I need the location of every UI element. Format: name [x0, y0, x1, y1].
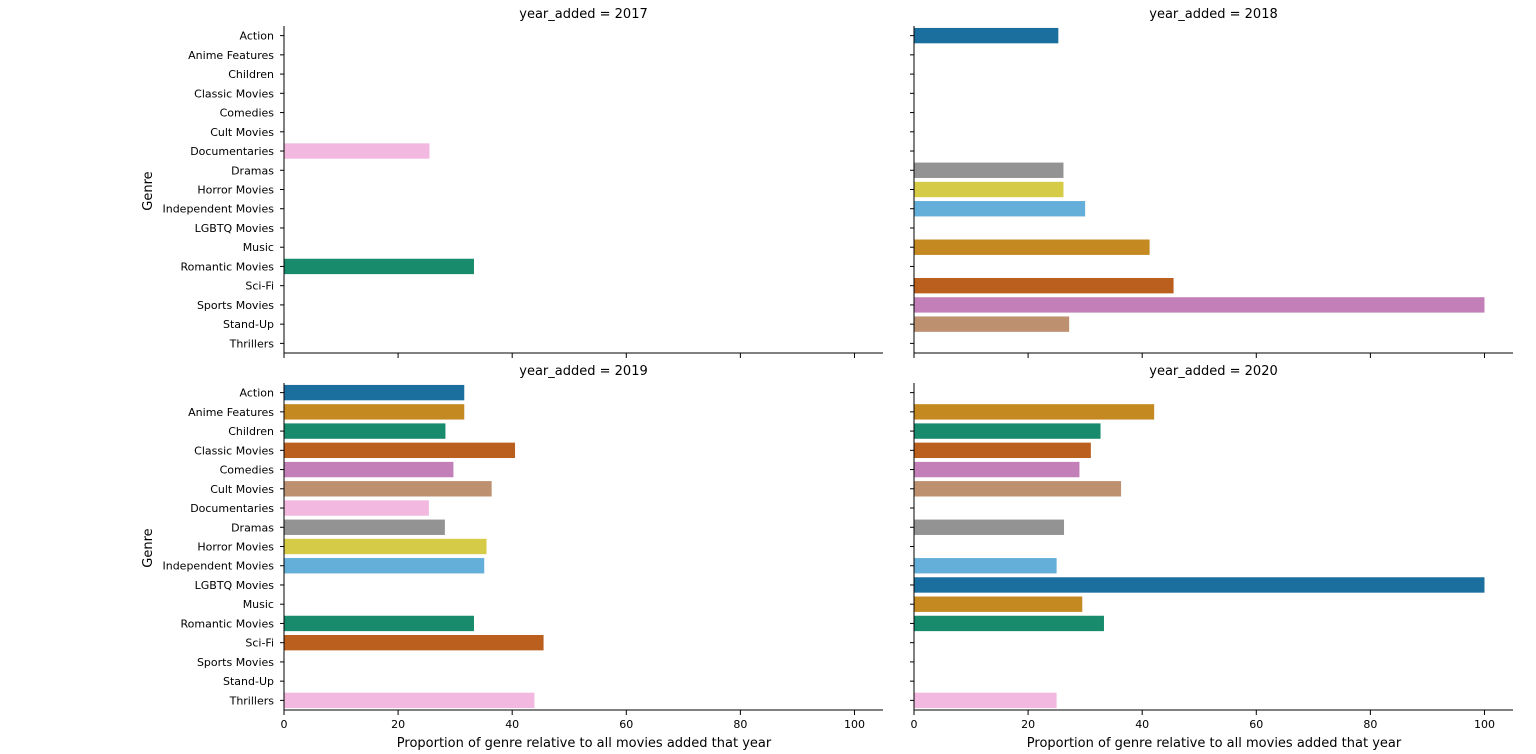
x-tick-label: 60	[619, 718, 633, 731]
bar	[914, 442, 1091, 459]
bar	[284, 461, 454, 478]
bar	[914, 162, 1064, 178]
x-tick-label: 80	[1363, 718, 1377, 731]
y-tick-label: Classic Movies	[194, 444, 274, 457]
bar	[914, 692, 1057, 709]
facet-panel: year_added = 2019 Action Anime Features Chi…	[162, 364, 883, 731]
bar	[914, 596, 1083, 612]
bar	[914, 481, 1122, 497]
bar	[914, 519, 1065, 535]
y-tick-label: Sci-Fi	[245, 637, 274, 650]
bar	[914, 277, 1174, 294]
x-axis-label-left: Proportion of genre relative to all movi…	[397, 736, 772, 751]
y-tick-label: Sports Movies	[197, 299, 274, 312]
y-tick-label: Anime Features	[188, 406, 274, 419]
y-tick-label: Children	[228, 425, 274, 438]
bar	[914, 297, 1485, 313]
facet-panel: year_added = 2018	[910, 7, 1513, 358]
y-tick-label: Horror Movies	[197, 184, 274, 197]
bar	[284, 500, 429, 516]
y-tick-label: Comedies	[220, 107, 275, 120]
bar	[914, 239, 1150, 255]
y-tick-label: Romantic Movies	[180, 260, 274, 273]
bar	[284, 634, 544, 651]
bar	[284, 143, 430, 159]
y-tick-label: Documentaries	[190, 145, 274, 158]
bar	[284, 615, 474, 632]
facet-panel: year_added = 2017 Action Anime Features Chi…	[162, 7, 883, 358]
facet-panel: year_added = 2020 0 20 40 60 80 100	[910, 364, 1513, 731]
y-tick-label: Horror Movies	[197, 541, 274, 554]
y-tick-label: Anime Features	[188, 49, 274, 62]
y-tick-label: Children	[228, 68, 274, 81]
y-tick-label: Music	[243, 598, 274, 611]
y-tick-label: Stand-Up	[223, 675, 274, 688]
x-tick-label: 40	[505, 718, 519, 731]
y-tick-label: Cult Movies	[210, 483, 274, 496]
bar	[284, 404, 465, 420]
panel-title: year_added = 2020	[1149, 364, 1277, 379]
bar	[914, 461, 1080, 478]
bar	[914, 423, 1101, 439]
y-tick-label: Thrillers	[229, 337, 275, 350]
y-tick-label: LGBTQ Movies	[195, 579, 275, 592]
y-tick-label: Classic Movies	[194, 87, 274, 100]
x-tick-label: 100	[1474, 718, 1495, 731]
y-tick-label: Music	[243, 241, 274, 254]
y-tick-label: Stand-Up	[223, 318, 274, 331]
bar	[914, 316, 1070, 332]
bar	[284, 519, 445, 535]
y-axis-label-top: Genre	[141, 171, 156, 210]
panel-title: year_added = 2018	[1149, 7, 1277, 22]
x-axis-label-right: Proportion of genre relative to all movi…	[1027, 736, 1402, 751]
y-tick-label: Action	[240, 30, 274, 43]
y-tick-label: Sci-Fi	[245, 280, 274, 293]
panel-title: year_added = 2019	[519, 364, 647, 379]
panel-title: year_added = 2017	[519, 7, 647, 22]
x-tick-label: 40	[1135, 718, 1149, 731]
y-tick-label: Comedies	[220, 464, 275, 477]
bar	[284, 692, 535, 709]
x-tick-label: 20	[391, 718, 405, 731]
bar	[914, 27, 1059, 44]
x-tick-label: 0	[911, 718, 918, 731]
x-tick-label: 100	[844, 718, 865, 731]
bar	[914, 404, 1155, 420]
x-tick-label: 0	[281, 718, 288, 731]
bar	[284, 442, 516, 459]
y-tick-label: Sports Movies	[197, 656, 274, 669]
bar	[284, 423, 446, 439]
bar	[914, 615, 1104, 632]
x-tick-label: 20	[1021, 718, 1035, 731]
y-tick-label: Action	[240, 387, 274, 400]
y-axis-label-bottom: Genre	[141, 528, 156, 567]
y-tick-label: Dramas	[231, 164, 274, 177]
bar	[914, 558, 1057, 574]
y-tick-label: Dramas	[231, 521, 274, 534]
y-tick-label: Romantic Movies	[180, 617, 274, 630]
bar	[284, 258, 474, 275]
bar	[914, 181, 1064, 198]
y-tick-label: Thrillers	[229, 694, 275, 707]
y-tick-label: Independent Movies	[162, 203, 274, 216]
x-tick-label: 60	[1249, 718, 1263, 731]
bar	[914, 577, 1485, 593]
y-tick-label: Documentaries	[190, 502, 274, 515]
facet-panels: year_added = 2017 Action Anime Features Chi…	[162, 7, 1513, 731]
bar	[284, 384, 465, 401]
bar	[284, 558, 485, 574]
bar	[284, 538, 487, 555]
bar	[914, 201, 1086, 217]
y-tick-label: Independent Movies	[162, 560, 274, 573]
x-tick-label: 80	[733, 718, 747, 731]
y-tick-label: LGBTQ Movies	[195, 222, 275, 235]
bar	[284, 481, 492, 497]
y-tick-label: Cult Movies	[210, 126, 274, 139]
